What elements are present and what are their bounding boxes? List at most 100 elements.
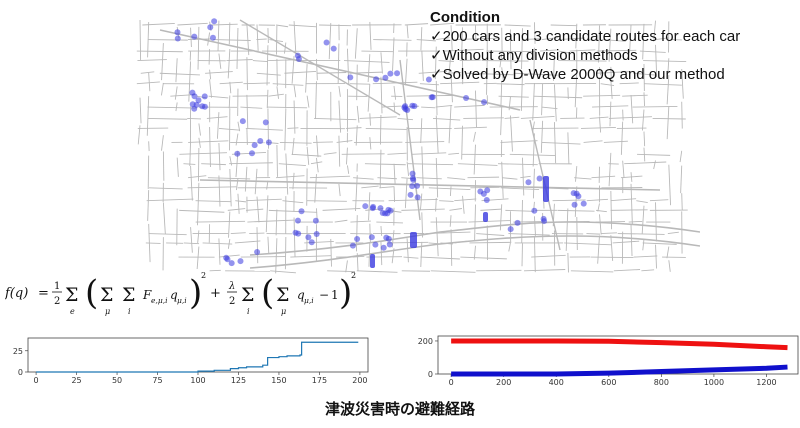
- y-tick-label: 25: [13, 347, 23, 356]
- formula-square-2: 2: [351, 271, 356, 280]
- check-icon: ✓: [430, 47, 443, 64]
- road: [642, 23, 645, 60]
- road: [622, 160, 625, 178]
- road: [190, 166, 193, 201]
- road: [218, 53, 222, 69]
- road: [655, 244, 657, 269]
- road: [600, 83, 615, 87]
- road: [610, 235, 614, 261]
- road: [406, 238, 409, 263]
- road: [369, 223, 371, 243]
- road: [196, 246, 200, 270]
- road: [681, 193, 683, 211]
- road: [498, 163, 538, 166]
- road: [380, 52, 383, 74]
- road: [202, 242, 233, 245]
- formula-paren-open-2: (: [261, 273, 274, 313]
- road: [137, 59, 167, 62]
- road: [361, 50, 394, 53]
- road: [435, 197, 437, 212]
- road: [268, 93, 284, 97]
- car-marker: [481, 99, 488, 106]
- road: [293, 217, 296, 257]
- road: [475, 90, 477, 128]
- car-marker: [189, 89, 196, 96]
- road: [276, 144, 278, 177]
- road: [541, 83, 544, 116]
- road: [619, 82, 639, 85]
- road: [209, 69, 212, 80]
- road: [240, 256, 286, 258]
- road: [520, 175, 531, 179]
- road: [337, 43, 340, 84]
- road: [435, 217, 439, 257]
- car-cluster: [543, 176, 549, 202]
- road: [428, 187, 471, 191]
- car-marker: [199, 103, 206, 110]
- road: [380, 241, 383, 266]
- road: [228, 22, 231, 45]
- road: [229, 156, 233, 166]
- car-marker: [298, 208, 305, 215]
- road: [216, 112, 220, 139]
- x-tick-label: 200: [352, 376, 367, 385]
- formula-plus: +: [210, 286, 221, 301]
- road: [629, 24, 632, 53]
- road: [454, 126, 487, 129]
- road: [316, 72, 347, 74]
- road: [290, 255, 332, 258]
- road: [416, 39, 436, 42]
- road: [486, 50, 536, 53]
- road: [533, 235, 536, 273]
- road: [610, 198, 637, 202]
- road: [533, 216, 536, 236]
- chart-penalty-count: 0 25 50 75 100 125 150 175 200 0 25: [13, 337, 369, 385]
- road: [504, 116, 520, 119]
- road: [228, 95, 231, 109]
- road: [183, 163, 196, 165]
- road: [275, 209, 278, 236]
- road: [444, 48, 484, 52]
- road: [252, 60, 268, 62]
- y-tick-label: 0: [18, 368, 23, 377]
- road: [146, 198, 194, 202]
- road: [502, 177, 518, 180]
- road: [467, 176, 500, 179]
- road: [533, 47, 535, 78]
- car-marker: [402, 106, 409, 113]
- road: [293, 21, 297, 55]
- car-marker: [386, 241, 393, 248]
- road: [681, 68, 684, 99]
- road: [461, 27, 463, 55]
- car-marker: [237, 258, 244, 265]
- formula-term-q2-sub: μ,i: [304, 296, 314, 305]
- road: [227, 208, 246, 211]
- road: [643, 131, 646, 147]
- car-marker: [514, 219, 521, 226]
- road: [597, 203, 600, 212]
- road: [476, 233, 505, 236]
- road: [217, 20, 220, 51]
- road: [359, 116, 397, 119]
- road: [344, 60, 390, 63]
- river-bank: [249, 221, 700, 256]
- road: [315, 81, 317, 119]
- road: [524, 269, 566, 272]
- road: [513, 72, 558, 76]
- road: [498, 95, 529, 98]
- car-marker: [354, 235, 361, 242]
- road: [160, 82, 164, 96]
- car-marker: [195, 97, 202, 104]
- car-marker: [531, 207, 538, 214]
- car-cluster: [483, 212, 488, 222]
- road: [208, 95, 229, 99]
- road: [139, 97, 142, 124]
- road: [139, 19, 142, 61]
- formula-square-1: 2: [201, 271, 206, 280]
- road: [187, 117, 202, 120]
- formula-term-q-sub: μ,i: [177, 296, 187, 305]
- car-marker: [414, 194, 421, 201]
- car-marker: [305, 234, 312, 241]
- road: [430, 270, 476, 273]
- road: [401, 208, 445, 211]
